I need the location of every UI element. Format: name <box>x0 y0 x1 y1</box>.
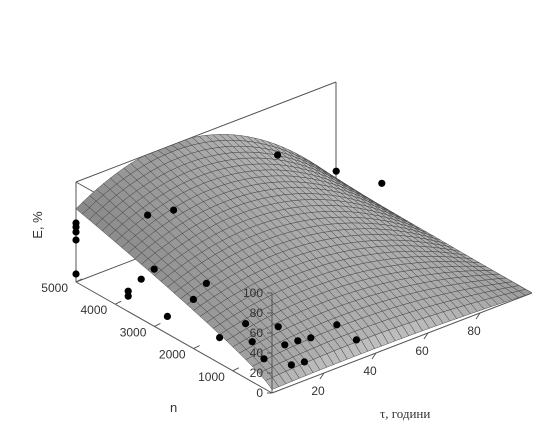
data-point <box>300 358 308 366</box>
z-tick-label: 0 <box>256 386 263 400</box>
data-point <box>333 321 341 329</box>
x-tick <box>319 372 325 380</box>
data-point <box>260 355 268 363</box>
z-tick-label: 40 <box>250 346 264 360</box>
response-surface <box>75 134 533 390</box>
data-point <box>163 312 171 320</box>
y-tick-label: 3000 <box>120 325 147 339</box>
z-tick-label: 60 <box>250 326 264 340</box>
data-point <box>307 334 315 342</box>
data-point <box>72 228 80 236</box>
data-point <box>72 219 80 227</box>
x-axis-line <box>271 292 533 394</box>
data-point <box>294 337 302 345</box>
y-tick-label: 2000 <box>159 348 186 362</box>
y-axis-line <box>75 281 273 394</box>
data-point <box>352 336 360 344</box>
data-point <box>281 341 289 349</box>
y-tick <box>193 345 200 350</box>
data-point <box>170 206 178 214</box>
y-tick <box>232 367 240 372</box>
data-point <box>137 275 145 283</box>
x-axis-label: τ, години <box>380 406 430 421</box>
y-axis-label: n <box>170 400 177 415</box>
data-point <box>124 292 132 300</box>
x-tick-label: 40 <box>363 364 377 378</box>
box-edge <box>75 81 337 183</box>
x-tick-label: 20 <box>311 384 325 398</box>
y-tick <box>75 278 83 283</box>
data-point <box>202 279 210 287</box>
data-point <box>287 361 295 369</box>
data-point <box>150 265 158 273</box>
z-tick-label: 100 <box>243 286 263 300</box>
z-axis-label: E, % <box>30 211 45 239</box>
y-tick-label: 5000 <box>41 281 68 295</box>
axis-box-front <box>75 281 533 394</box>
data-point <box>216 334 224 342</box>
data-point <box>274 151 282 159</box>
data-point <box>242 320 250 328</box>
y-tick-label: 4000 <box>80 303 107 317</box>
data-point <box>378 179 386 187</box>
data-point <box>274 323 282 331</box>
experimental-points <box>72 151 386 369</box>
z-tick-label: 20 <box>250 366 264 380</box>
x-tick <box>371 352 377 360</box>
data-point <box>189 295 197 303</box>
y-tick-label: 1000 <box>198 370 225 384</box>
data-point <box>72 270 80 278</box>
data-point <box>124 287 132 295</box>
z-tick-label: 80 <box>250 306 264 320</box>
data-point <box>332 167 340 175</box>
x-tick-label: 80 <box>467 324 481 338</box>
y-tick <box>114 300 122 305</box>
data-point <box>144 211 152 219</box>
data-point <box>248 338 256 346</box>
x-tick <box>423 332 429 340</box>
data-point <box>72 236 80 244</box>
y-tick <box>154 322 161 327</box>
axis-ticks: 0 20 40 60 80 100 1000 2000 3000 4000 5000 20 40 60 80 <box>41 278 481 400</box>
x-tick <box>475 312 481 320</box>
x-tick-label: 60 <box>415 344 429 358</box>
